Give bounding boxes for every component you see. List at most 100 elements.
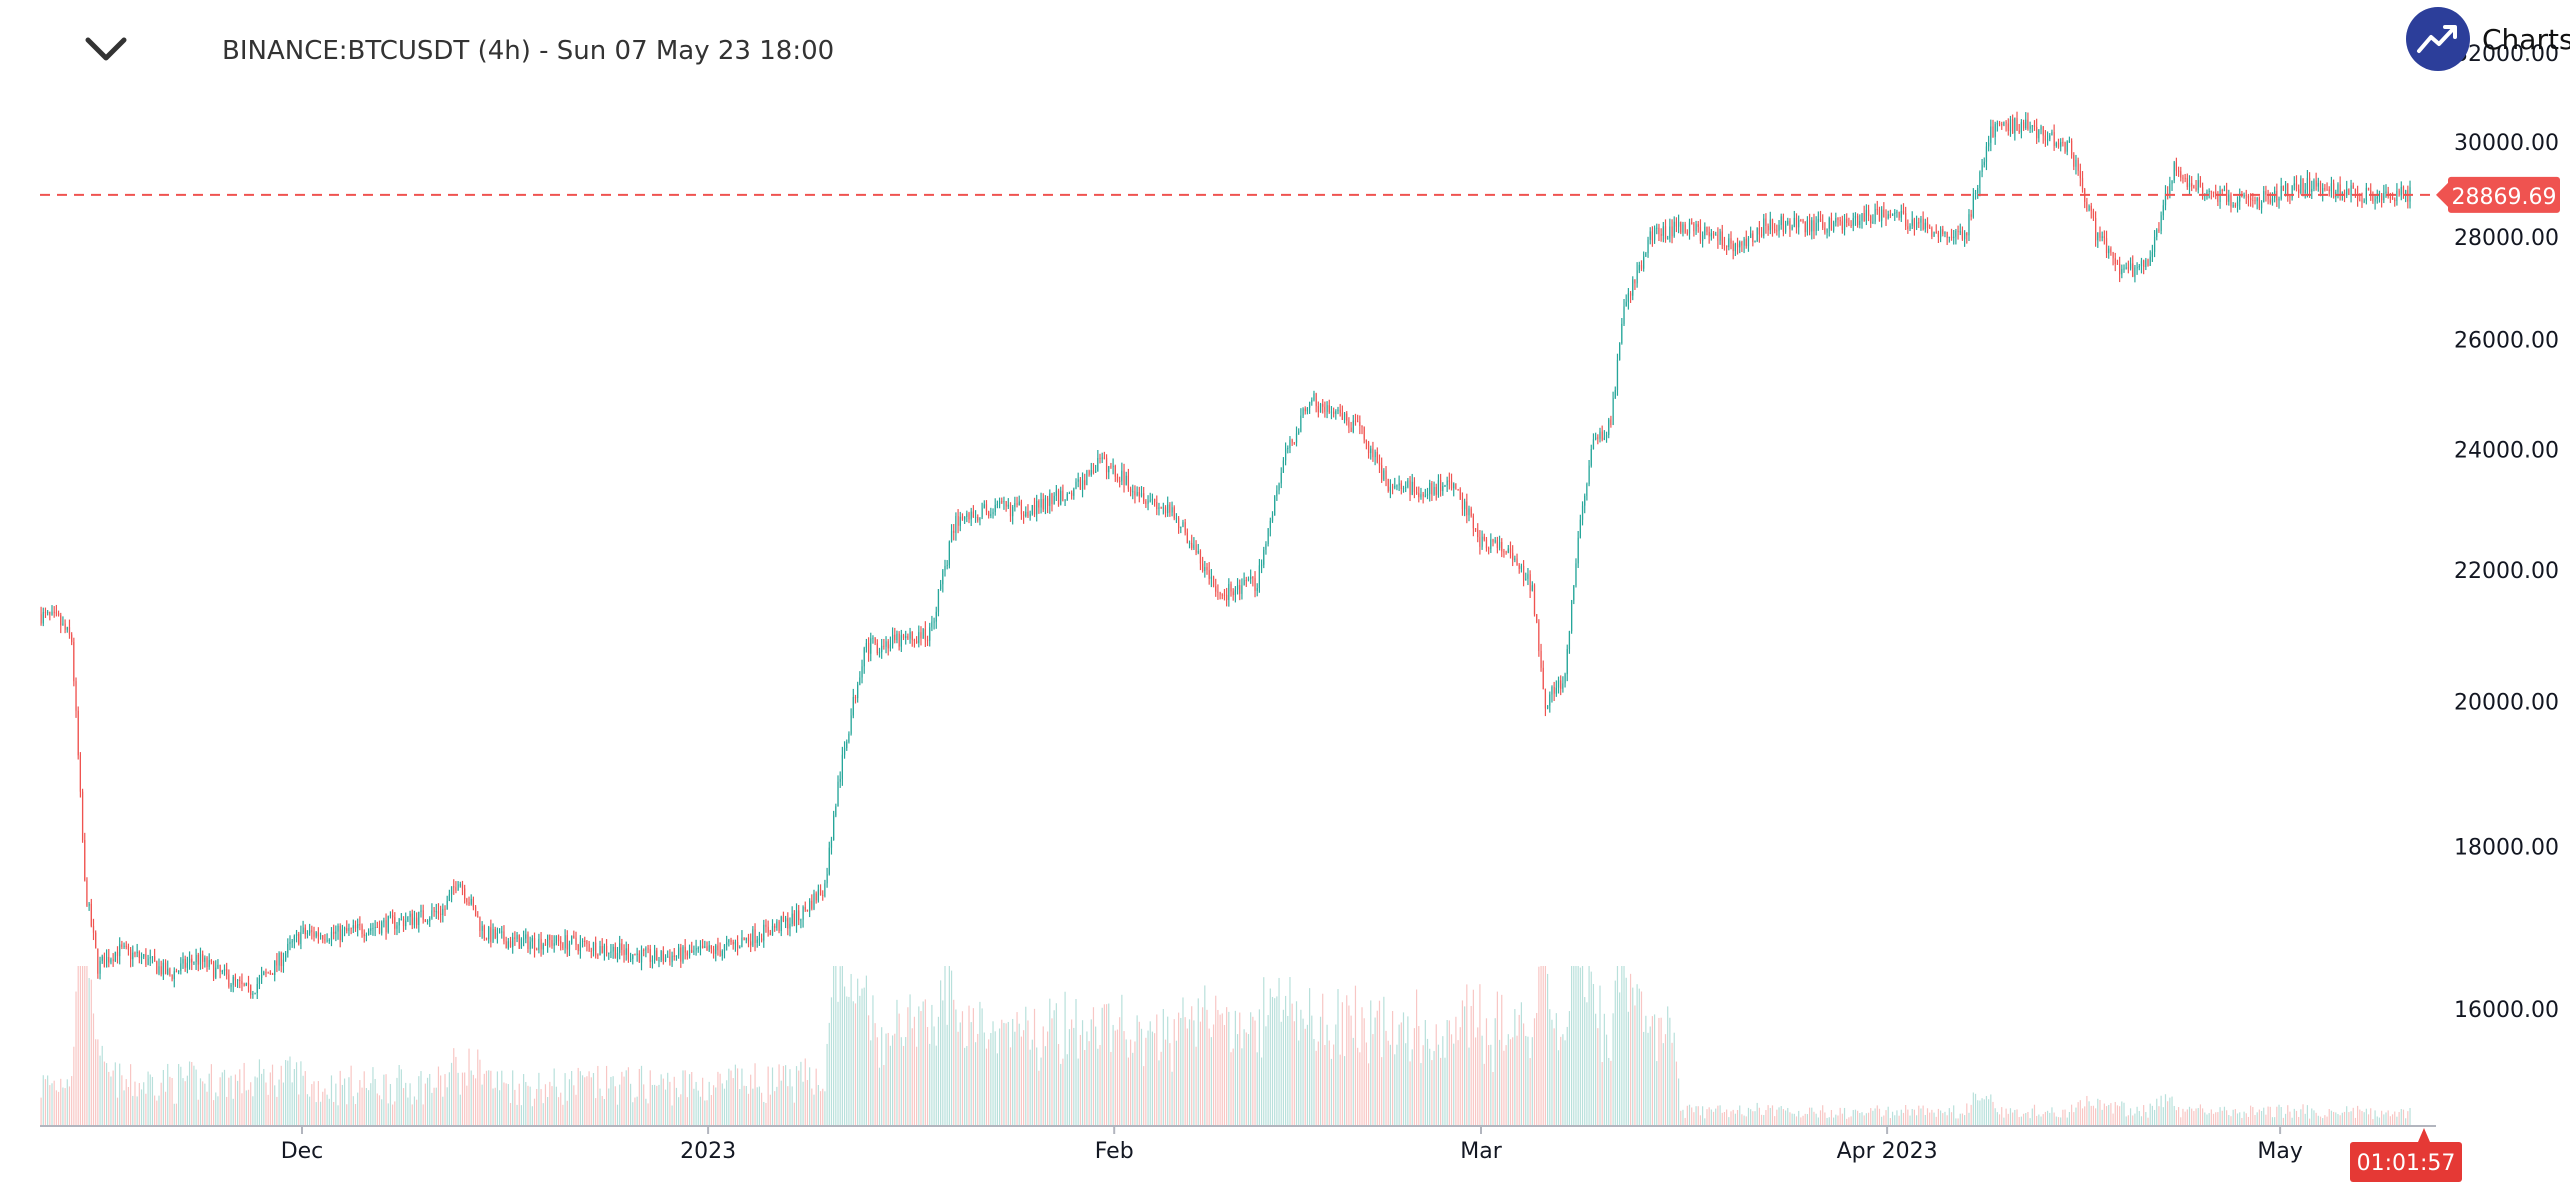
candle-body	[566, 935, 568, 950]
volume-bar	[608, 1088, 610, 1126]
volume-bar	[2175, 1110, 2178, 1126]
volume-bar	[2210, 1109, 2212, 1126]
volume-bar	[1413, 1028, 1416, 1126]
candle-body	[2346, 188, 2348, 196]
volume-bar	[990, 1033, 992, 1126]
candle-body	[2064, 142, 2066, 152]
candle-body	[258, 978, 261, 985]
volume-bar	[1629, 973, 1632, 1126]
collapse-chevron-button[interactable]	[82, 30, 130, 70]
candle-body	[116, 951, 119, 957]
candle-body	[1518, 565, 1520, 569]
candle-body	[1695, 224, 1697, 232]
volume-bar	[1573, 966, 1575, 1126]
candle-body	[1348, 420, 1350, 428]
candle-body	[1210, 576, 1212, 579]
x-tick-label: Feb	[1095, 1139, 1134, 1164]
candle-body	[1732, 243, 1734, 252]
volume-bar	[2324, 1115, 2326, 1126]
candle-body	[900, 635, 902, 647]
candle-body	[2040, 126, 2042, 130]
brand-link[interactable]: Charts p	[2406, 6, 2570, 72]
candle-body	[913, 639, 916, 641]
volume-bar	[490, 1070, 492, 1126]
candle-body	[367, 930, 370, 936]
volume-bar	[564, 1073, 566, 1126]
candle-body	[562, 943, 564, 949]
volume-bar	[1632, 987, 1634, 1126]
volume-bar	[1977, 1100, 1979, 1126]
volume-bar	[1717, 1105, 1719, 1126]
candle-body	[798, 910, 800, 921]
candle-body	[1806, 219, 1809, 233]
candle-body	[1575, 563, 1577, 586]
volume-bar	[2311, 1108, 2313, 1126]
candle-body	[1413, 481, 1416, 493]
volume-bar	[883, 1065, 885, 1126]
candle-body	[420, 910, 422, 912]
candle-body	[2206, 192, 2208, 194]
candle-body	[416, 917, 418, 926]
candle-body	[1667, 238, 1669, 240]
volume-bar	[732, 1078, 734, 1126]
volume-bar	[223, 1069, 226, 1126]
volume-bar	[254, 1076, 256, 1126]
volume-bar	[359, 1080, 361, 1126]
x-tick-label: Mar	[1460, 1139, 1502, 1164]
candle-body	[350, 927, 352, 929]
volume-bar	[1437, 1044, 1440, 1126]
volume-bar	[1852, 1110, 1854, 1126]
volume-bar	[568, 1079, 571, 1126]
volume-bar	[1586, 1002, 1588, 1126]
candle-body	[697, 947, 699, 949]
candle-body	[918, 632, 920, 644]
candle-body	[763, 924, 765, 941]
volume-bar	[337, 1105, 339, 1126]
candle-body	[1623, 306, 1625, 324]
candle-body	[1164, 507, 1167, 514]
volume-bar	[2247, 1116, 2250, 1126]
volume-bar	[739, 1089, 741, 1126]
candle-body	[1431, 483, 1433, 495]
volume-bar	[891, 1035, 894, 1126]
volume-bar	[817, 1085, 819, 1126]
volume-bar	[2293, 1108, 2295, 1126]
candle-body	[1370, 448, 1372, 454]
candle-body	[2383, 192, 2385, 201]
candle-body	[1614, 390, 1616, 399]
volume-bar	[1581, 966, 1584, 1126]
candle-body	[2188, 183, 2191, 188]
volume-bar	[966, 1046, 968, 1126]
volume-bar	[1540, 966, 1542, 1126]
candle-body	[800, 919, 802, 921]
volume-bar	[81, 966, 84, 1126]
candle-body	[1590, 449, 1592, 466]
volume-bar	[258, 1059, 261, 1126]
candle-body	[520, 938, 523, 949]
volume-bar	[1782, 1109, 1784, 1126]
candle-body	[1282, 460, 1285, 473]
candle-body	[1723, 245, 1726, 247]
volume-bar	[2062, 1109, 2064, 1126]
volume-bar	[972, 1008, 974, 1126]
volume-bar	[867, 1015, 870, 1126]
volume-bar	[734, 1064, 736, 1126]
candle-body	[1079, 479, 1081, 490]
volume-bar	[1896, 1110, 1898, 1126]
volume-bar	[754, 1063, 756, 1126]
candle-body	[1505, 551, 1507, 553]
volume-bar	[553, 1068, 555, 1126]
candle-body	[1446, 480, 1448, 486]
candle-body	[2049, 135, 2051, 140]
candle-body	[1824, 227, 1826, 233]
volume-bar	[1398, 1024, 1400, 1126]
candle-body	[2324, 188, 2326, 190]
candle-body	[817, 889, 819, 901]
volume-bar	[309, 1096, 311, 1126]
volume-bar	[2188, 1106, 2191, 1126]
candle-body	[715, 945, 717, 954]
candle-body	[2348, 188, 2350, 196]
candle-body	[1359, 421, 1361, 426]
candle-body	[2341, 192, 2343, 195]
